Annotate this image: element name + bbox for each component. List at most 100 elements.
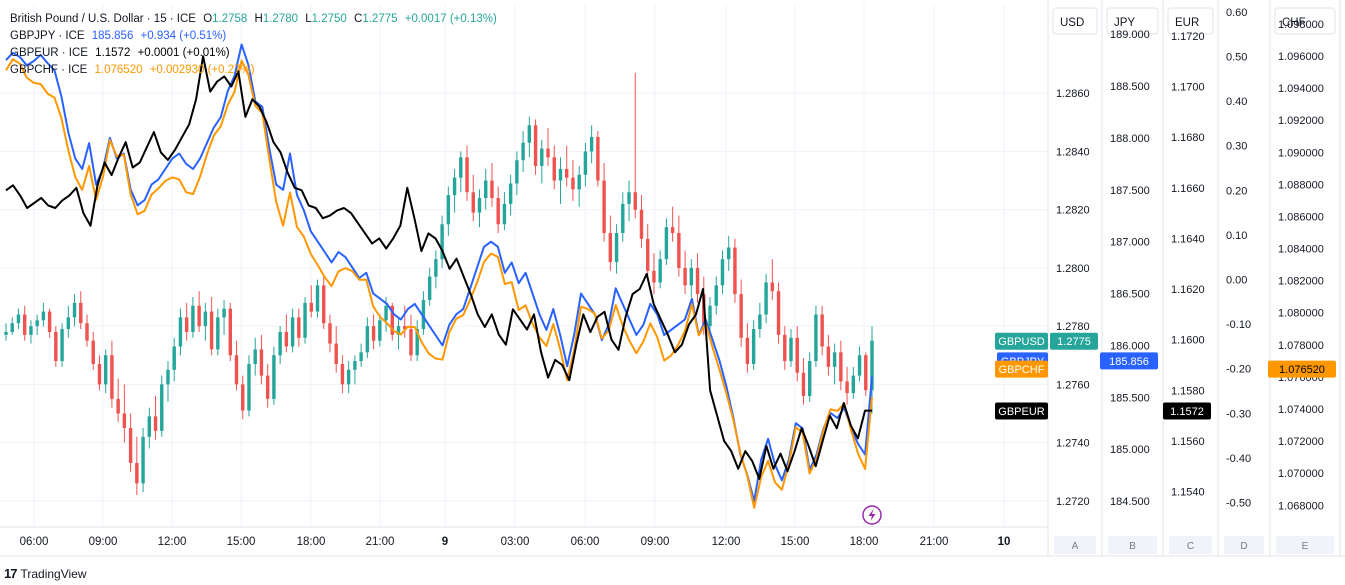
scale-tick-label: 1.082000: [1278, 276, 1324, 288]
candle-body: [770, 282, 775, 292]
candle-body: [265, 375, 270, 399]
candle-body: [10, 323, 14, 332]
time-tick-label: 21:00: [920, 536, 949, 548]
candle-body: [857, 355, 862, 376]
candle-body: [91, 340, 95, 364]
scale-footer-box[interactable]: [1169, 536, 1212, 554]
candle-body: [378, 320, 382, 341]
scale-tick-label: 0.60: [1226, 7, 1247, 19]
gbpeur-label-badge: GBPEUR: [998, 406, 1045, 418]
candle-body: [135, 462, 139, 484]
scale-tick-label: 1.1580: [1171, 385, 1205, 397]
candle-body: [664, 227, 669, 260]
candle-body: [627, 192, 631, 204]
scale-tick-label: 1.068000: [1278, 500, 1324, 512]
candle-body: [403, 326, 407, 330]
candle-body: [820, 314, 824, 347]
candle-body: [297, 317, 301, 338]
time-tick-label: 18:00: [297, 536, 326, 548]
candle-body: [471, 192, 475, 213]
candle-body: [359, 352, 363, 362]
candle-body: [41, 311, 46, 321]
time-tick-label: 12:00: [712, 536, 741, 548]
candle-body: [197, 305, 201, 327]
candle-body: [546, 148, 550, 158]
candle-body: [795, 337, 799, 373]
candle-body: [515, 160, 519, 184]
scale-tick-label: 1.2760: [1056, 379, 1090, 391]
scale-tick-label: 1.098000: [1278, 19, 1324, 31]
candle-body: [733, 247, 737, 295]
candle-body: [365, 326, 370, 353]
scale-tick-label: 189.000: [1110, 29, 1150, 41]
scale-tick-label: 0.50: [1226, 52, 1247, 64]
candle-body: [508, 183, 513, 204]
scale-header-box[interactable]: [1106, 7, 1159, 35]
candle-body: [340, 363, 345, 385]
scale-tick-label: 1.072000: [1278, 436, 1324, 448]
candle-body: [726, 247, 731, 260]
candle-body: [97, 363, 102, 385]
candle-body: [870, 340, 874, 391]
scale-tick-label: 185.000: [1110, 444, 1150, 456]
legend-gbpjpy-symbol: GBPJPY · ICE: [10, 30, 85, 42]
scale-tick-label: 1.084000: [1278, 244, 1324, 256]
scale-header-box[interactable]: [1167, 7, 1214, 35]
candle-body: [16, 314, 21, 324]
candle-body: [290, 317, 295, 347]
candle-body: [645, 238, 650, 271]
scale-tick-label: 1.1660: [1171, 183, 1205, 195]
candle-body: [764, 282, 768, 315]
candle-body: [191, 305, 195, 332]
events-marker[interactable]: [862, 505, 882, 525]
gbpusd-label-badge-bg: [995, 332, 1048, 350]
price-scales: USD 1.2860 1.2840 1.2820 1.2800 1.2780 1.2760 1…: [0, 0, 1345, 557]
time-tick-label: 12:00: [158, 536, 187, 548]
candle-body: [484, 180, 488, 199]
scale-tick-label: 1.1700: [1171, 82, 1205, 94]
candle-body: [415, 329, 419, 356]
candle-body: [496, 198, 500, 225]
scale-tick-label: 1.2720: [1056, 496, 1090, 508]
candle-body: [596, 136, 600, 181]
time-tick-label: 18:00: [850, 536, 879, 548]
candle-body: [758, 314, 762, 330]
candle-body: [658, 259, 662, 283]
candle-body: [222, 308, 226, 318]
time-tick-label: 09:00: [89, 536, 118, 548]
legend-gbpchf-change: +0.002930 (+0.27%): [149, 64, 255, 76]
legend-gbpchf[interactable]: GBPCHF · ICE 1.076520 +0.002930 (+0.27%): [10, 63, 259, 77]
scale-footer-box[interactable]: [1054, 536, 1096, 554]
candle-body: [633, 192, 637, 210]
candle-body: [670, 227, 675, 233]
gbpjpy-value-badge: 185.856: [1109, 356, 1149, 368]
scale-header: CHF: [1282, 17, 1306, 29]
scale-footer-box[interactable]: [1276, 536, 1334, 554]
scale-footer-label: B: [1129, 541, 1136, 552]
tradingview-brand[interactable]: 17 TradingView: [4, 566, 87, 581]
candle-body: [446, 195, 451, 225]
scale-tick-label: 186.500: [1110, 289, 1150, 301]
candle-body: [85, 323, 89, 341]
scale-footer-box[interactable]: [1224, 536, 1264, 554]
candle-body: [303, 302, 307, 338]
close-value: 1.2775: [362, 13, 398, 25]
candle-body: [172, 346, 176, 370]
scale-tick-label: 1.070000: [1278, 468, 1324, 480]
candle-body: [583, 151, 588, 175]
legend-gbpjpy[interactable]: GBPJPY · ICE 185.856 +0.934 (+0.51%): [10, 29, 230, 43]
candle-body: [677, 232, 681, 268]
scale-header-box[interactable]: [1274, 7, 1336, 35]
candle-body: [160, 384, 164, 431]
scale-footer-label: A: [1072, 541, 1079, 552]
candle-body: [814, 314, 818, 362]
candle-body: [309, 302, 313, 312]
scale-footer-box[interactable]: [1108, 536, 1157, 554]
candle-body: [683, 267, 687, 286]
gbpchf-line: [5, 58, 873, 509]
legend-gbpeur[interactable]: GBPEUR · ICE 1.1572 +0.0001 (+0.01%): [10, 46, 234, 60]
scale-tick-label: 1.2740: [1056, 438, 1090, 450]
scale-tick-label: -0.10: [1226, 319, 1251, 331]
scale-header-box[interactable]: [1052, 7, 1098, 35]
